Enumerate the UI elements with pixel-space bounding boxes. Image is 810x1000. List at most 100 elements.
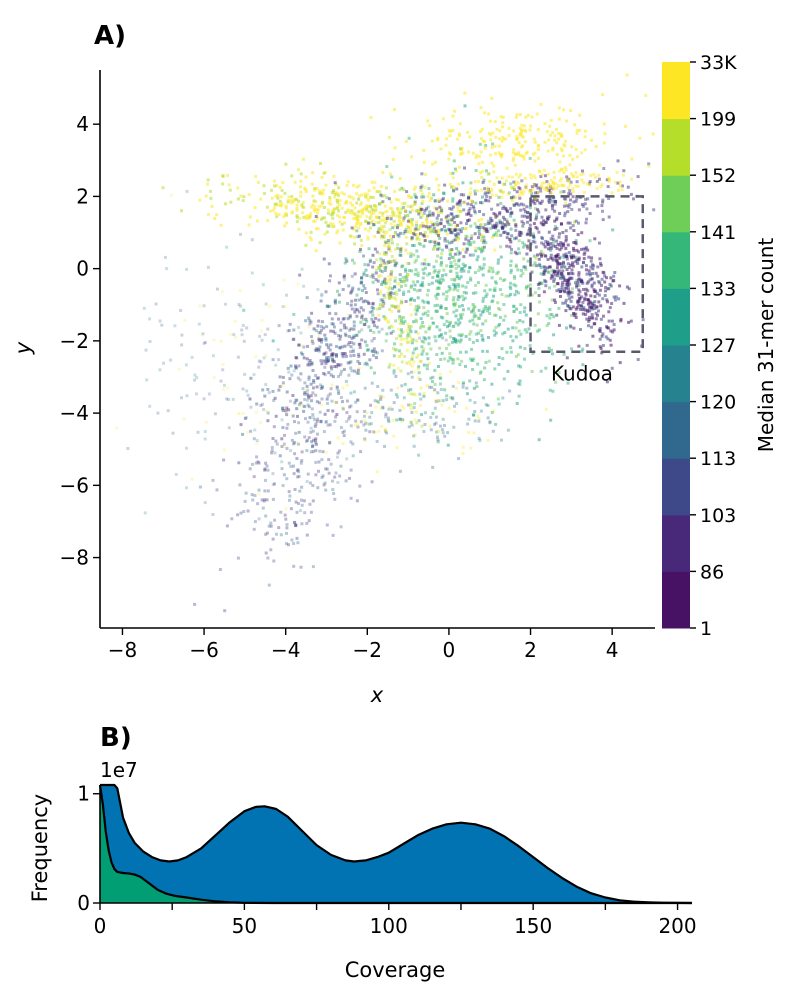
scatter-point	[420, 352, 424, 356]
scatter-point	[389, 388, 393, 392]
kudoa-box	[529, 195, 645, 353]
scatter-point	[287, 408, 291, 412]
scatter-point	[495, 234, 499, 238]
scatter-point	[455, 187, 459, 191]
scatter-point	[436, 292, 439, 296]
scatter-point	[269, 524, 273, 528]
scatter-point	[480, 175, 484, 179]
scatter-point	[371, 302, 375, 306]
scatter-point	[425, 363, 429, 367]
scatter-point	[468, 241, 472, 245]
scatter-point	[528, 190, 532, 194]
scatter-point	[572, 200, 576, 204]
scatter-point	[564, 286, 568, 290]
scatter-point	[562, 255, 566, 259]
scatter-point	[614, 295, 618, 299]
scatter-point	[381, 235, 385, 239]
scatter-point	[280, 384, 284, 388]
scatter-point	[428, 385, 432, 389]
scatter-point	[363, 340, 367, 344]
scatter-point	[362, 308, 365, 312]
scatter-point	[366, 348, 370, 352]
scatter-point	[458, 340, 462, 344]
scatter-point	[148, 404, 152, 408]
scatter-point	[381, 214, 385, 218]
scatter-point	[544, 174, 547, 178]
scatter-point	[402, 290, 406, 294]
scatter-point	[242, 339, 246, 343]
scatter-point	[356, 368, 360, 372]
scatter-point	[587, 319, 591, 323]
scatter-point	[553, 202, 557, 206]
scatter-point	[477, 436, 481, 440]
scatter-point	[592, 173, 596, 177]
scatter-point	[519, 173, 522, 177]
scatter-point	[597, 328, 601, 332]
scatter-point	[428, 240, 432, 244]
colorbar-segment	[662, 118, 690, 176]
scatter-point	[458, 122, 462, 126]
scatter-point	[546, 217, 550, 221]
scatter-point	[338, 337, 342, 341]
scatter-point	[148, 317, 152, 321]
scatter-point	[501, 396, 505, 400]
scatter-point	[462, 193, 466, 197]
scatter-point	[371, 350, 375, 353]
scatter-point	[318, 189, 322, 193]
scatter-point	[379, 257, 383, 261]
scatter-point	[493, 367, 497, 371]
scatter-point	[459, 193, 463, 197]
scatter-point	[221, 182, 225, 186]
scatter-point	[311, 499, 315, 503]
scatter-point	[206, 182, 210, 186]
scatter-point	[394, 374, 398, 378]
scatter-point	[372, 261, 376, 265]
scatter-point	[423, 423, 427, 426]
scatter-point	[342, 434, 346, 438]
scatter-point	[470, 234, 474, 238]
scatter-point	[320, 385, 324, 389]
scatter-point	[365, 319, 369, 323]
scatter-point	[575, 285, 579, 289]
scatter-point	[227, 426, 231, 430]
scatter-point	[367, 301, 370, 305]
scatter-point	[610, 319, 614, 323]
scatter-point	[431, 375, 435, 379]
scatter-point	[514, 236, 518, 240]
scatter-point	[557, 288, 561, 292]
scatter-point	[299, 509, 302, 513]
scatter-point	[427, 191, 431, 195]
scatter-point	[557, 323, 561, 327]
scatter-point	[527, 327, 531, 331]
scatter-point	[366, 204, 370, 208]
scatter-point	[326, 343, 330, 347]
scatter-point	[503, 314, 507, 318]
scatter-point	[406, 322, 410, 326]
scatter-point	[451, 396, 455, 400]
scatter-point	[592, 264, 596, 268]
scatter-point	[306, 403, 310, 407]
scatter-point	[571, 287, 575, 291]
scatter-point	[457, 259, 461, 263]
scatter-point	[449, 396, 453, 400]
scatter-point	[382, 252, 386, 256]
scatter-point	[380, 283, 384, 286]
scatter-point	[483, 289, 487, 293]
scatter-point	[430, 316, 434, 320]
scatter-point	[352, 342, 356, 346]
scatter-point	[306, 398, 309, 402]
scatter-point	[450, 228, 454, 231]
scatter-point	[324, 290, 328, 294]
scatter-point	[401, 418, 405, 422]
scatter-point	[158, 368, 162, 372]
scatter-point	[211, 513, 215, 516]
scatter-point	[461, 385, 465, 389]
scatter-point	[409, 205, 413, 209]
scatter-point	[303, 398, 307, 401]
scatter-point	[440, 252, 444, 256]
scatter-point	[390, 175, 394, 179]
scatter-point	[413, 402, 417, 406]
scatter-point	[349, 404, 353, 408]
scatter-point	[242, 510, 246, 513]
scatter-point	[490, 187, 494, 191]
